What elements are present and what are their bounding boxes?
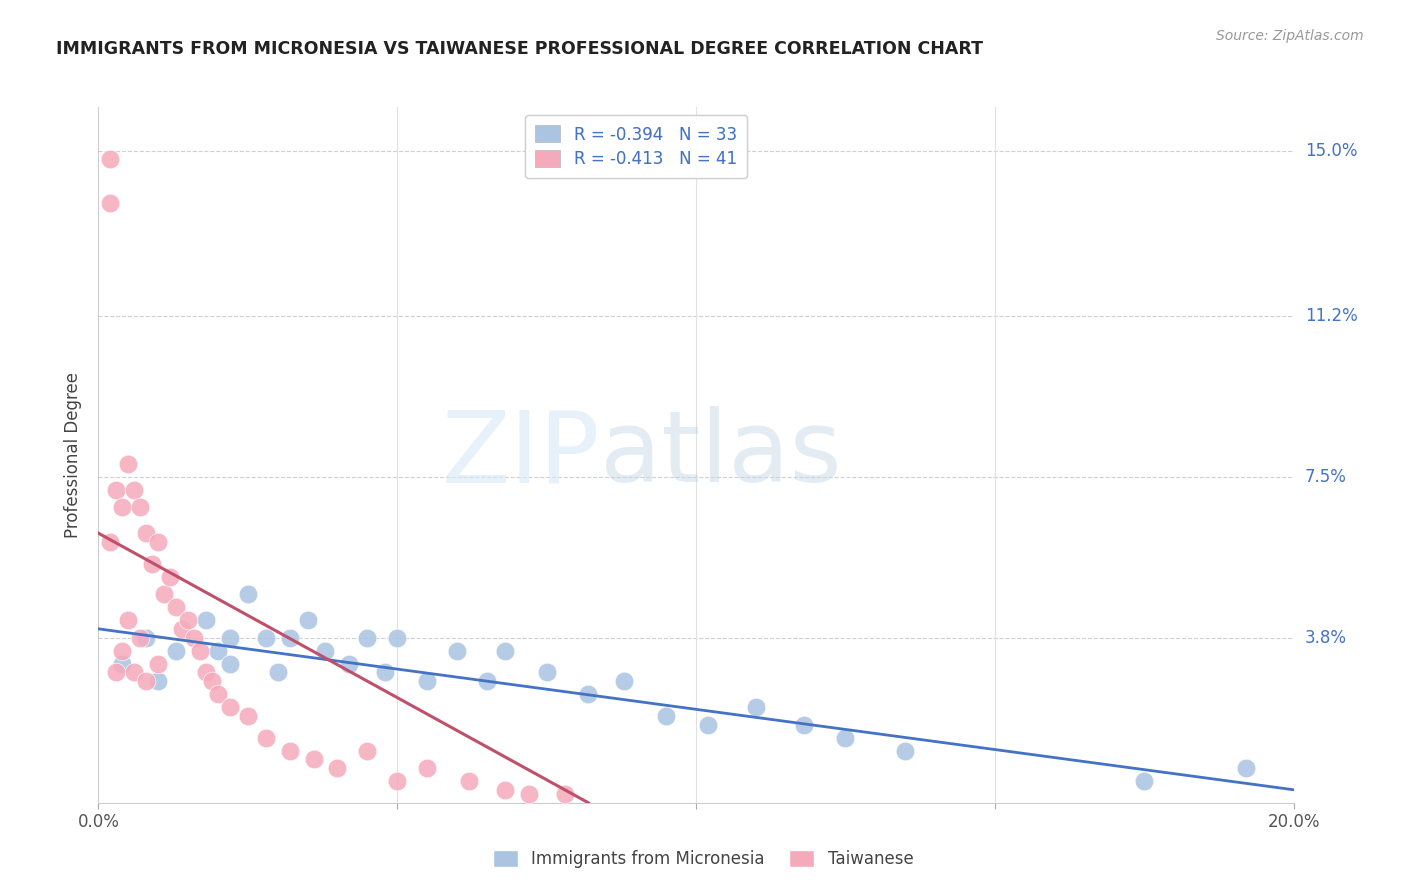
Point [278,744,301,758]
Point [1133,774,1156,789]
Point [207,687,229,701]
Point [297,613,319,627]
Point [536,665,558,680]
Point [148,657,170,671]
Point [124,483,146,497]
Point [98,195,122,210]
Point [219,631,242,645]
Point [315,643,337,657]
Point [98,152,122,166]
Point [278,631,301,645]
Point [416,674,439,689]
Legend: R = -0.394   N = 33, R = -0.413   N = 41: R = -0.394 N = 33, R = -0.413 N = 41 [526,115,747,178]
Point [153,587,176,601]
Text: IMMIGRANTS FROM MICRONESIA VS TAIWANESE PROFESSIONAL DEGREE CORRELATION CHART: IMMIGRANTS FROM MICRONESIA VS TAIWANESE … [56,40,983,58]
Point [475,674,498,689]
Point [135,526,157,541]
Point [148,674,170,689]
Point [105,665,128,680]
Legend: Immigrants from Micronesia, Taiwanese: Immigrants from Micronesia, Taiwanese [486,843,920,875]
Point [1234,761,1257,775]
Point [339,657,360,671]
Point [834,731,856,745]
Point [165,600,187,615]
Point [129,631,152,645]
Point [494,643,516,657]
Point [655,708,678,723]
Text: 7.5%: 7.5% [1305,467,1347,485]
Point [356,631,378,645]
Point [326,761,349,775]
Point [267,665,290,680]
Text: ZIP: ZIP [441,407,600,503]
Text: Source: ZipAtlas.com: Source: ZipAtlas.com [1216,29,1364,43]
Point [111,657,134,671]
Point [697,717,720,731]
Y-axis label: Professional Degree: Professional Degree [65,372,83,538]
Text: 15.0%: 15.0% [1305,142,1357,160]
Point [98,535,122,549]
Point [117,457,139,471]
Point [494,782,516,797]
Point [385,774,409,789]
Point [207,643,229,657]
Point [254,631,277,645]
Point [172,622,194,636]
Text: 3.8%: 3.8% [1305,629,1347,647]
Text: atlas: atlas [600,407,842,503]
Point [302,752,325,766]
Point [458,774,481,789]
Point [356,744,378,758]
Point [578,687,600,701]
Point [148,535,170,549]
Point [613,674,636,689]
Point [446,643,468,657]
Point [554,787,576,801]
Point [385,631,409,645]
Point [201,674,224,689]
Point [105,483,128,497]
Point [236,587,259,601]
Point [129,500,152,514]
Point [793,717,815,731]
Text: 11.2%: 11.2% [1305,307,1357,325]
Point [159,570,181,584]
Point [124,665,146,680]
Point [517,787,540,801]
Point [165,643,187,657]
Point [183,631,205,645]
Point [254,731,277,745]
Point [135,674,157,689]
Point [219,657,242,671]
Point [111,500,134,514]
Point [117,613,139,627]
Point [219,700,242,714]
Point [194,613,218,627]
Point [745,700,768,714]
Point [416,761,439,775]
Point [177,613,200,627]
Point [135,631,157,645]
Point [374,665,396,680]
Point [894,744,917,758]
Point [141,557,163,571]
Point [236,708,259,723]
Point [194,665,218,680]
Point [111,643,134,657]
Point [188,643,211,657]
